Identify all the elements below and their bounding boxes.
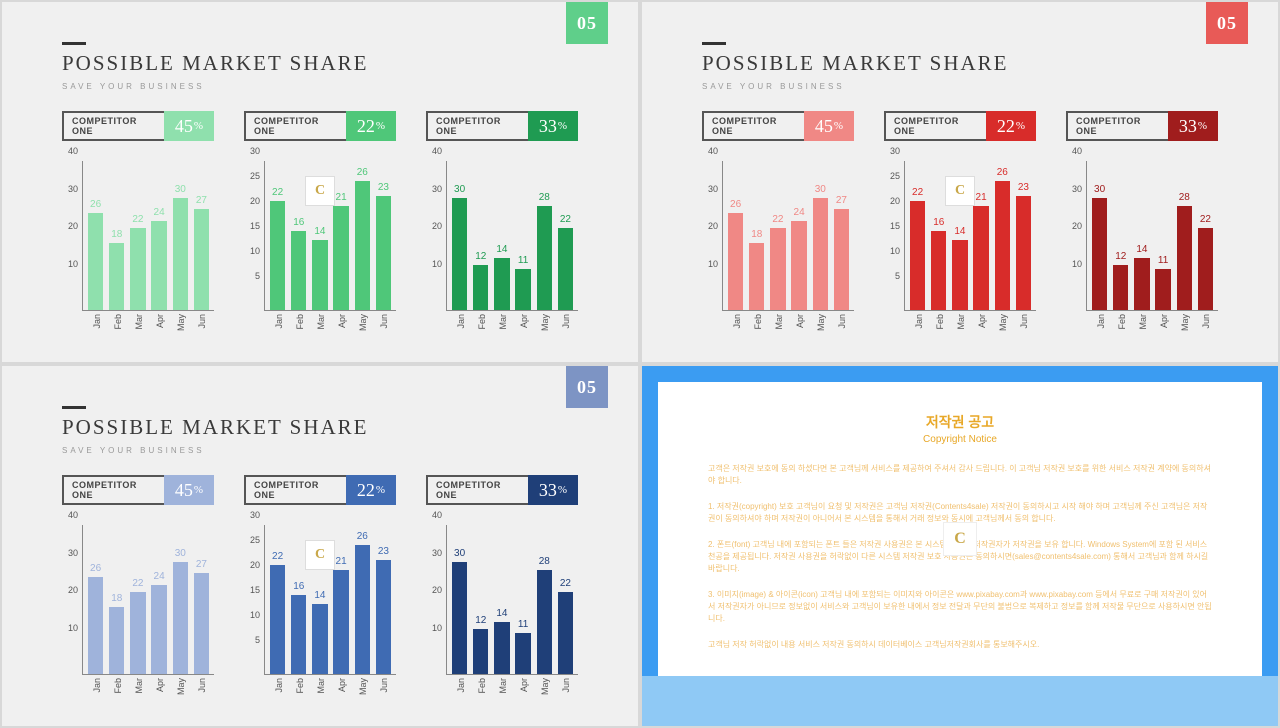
page-badge: 05 xyxy=(566,2,608,44)
competitor-header: COMPETITOR ONE 22% xyxy=(884,111,1036,141)
chart-group-0: COMPETITOR ONE 45% 10203040 26 Jan 18 Fe… xyxy=(62,475,214,675)
percentage-badge: 45% xyxy=(804,111,854,141)
copyright-title: 저작권 공고 xyxy=(708,412,1212,432)
chart-group-2: COMPETITOR ONE 33% 10203040 30 Jan 12 Fe… xyxy=(1066,111,1218,311)
competitor-label: COMPETITOR ONE xyxy=(702,111,806,141)
watermark: C xyxy=(945,176,975,206)
copyright-subtitle: Copyright Notice xyxy=(708,434,1212,445)
percentage-badge: 45% xyxy=(164,111,214,141)
percentage-badge: 33% xyxy=(528,111,578,141)
competitor-header: COMPETITOR ONE 33% xyxy=(1066,111,1218,141)
slide-blue: 05 POSSIBLE MARKET SHARE SAVE YOUR BUSIN… xyxy=(2,366,638,726)
chart-group-0: COMPETITOR ONE 45% 10203040 26 Jan 18 Fe… xyxy=(702,111,854,311)
slide-title: POSSIBLE MARKET SHARE xyxy=(702,51,1218,76)
watermark: C xyxy=(305,540,335,570)
chart-group-2: COMPETITOR ONE 33% 10203040 30 Jan 12 Fe… xyxy=(426,475,578,675)
slide-red: 05 POSSIBLE MARKET SHARE SAVE YOUR BUSIN… xyxy=(642,2,1278,362)
competitor-header: COMPETITOR ONE 22% xyxy=(244,475,396,505)
chart-group-1: C COMPETITOR ONE 22% 51015202530 22 Jan … xyxy=(244,111,396,311)
title-block: POSSIBLE MARKET SHARE SAVE YOUR BUSINESS xyxy=(702,42,1218,91)
watermark: C xyxy=(943,522,977,556)
title-block: POSSIBLE MARKET SHARE SAVE YOUR BUSINESS xyxy=(62,42,578,91)
competitor-label: COMPETITOR ONE xyxy=(426,111,530,141)
competitor-header: COMPETITOR ONE 33% xyxy=(426,111,578,141)
competitor-label: COMPETITOR ONE xyxy=(62,475,166,505)
slide-subtitle: SAVE YOUR BUSINESS xyxy=(62,446,578,455)
percentage-badge: 33% xyxy=(1168,111,1218,141)
percentage-badge: 45% xyxy=(164,475,214,505)
percentage-badge: 33% xyxy=(528,475,578,505)
competitor-header: COMPETITOR ONE 22% xyxy=(244,111,396,141)
competitor-label: COMPETITOR ONE xyxy=(62,111,166,141)
chart-group-1: C COMPETITOR ONE 22% 51015202530 22 Jan … xyxy=(884,111,1036,311)
copyright-paragraph: 1. 저작권(copyright) 보호 고객님이 요청 및 저작권은 고객님 … xyxy=(708,501,1212,525)
slide-green: 05 POSSIBLE MARKET SHARE SAVE YOUR BUSIN… xyxy=(2,2,638,362)
competitor-header: COMPETITOR ONE 33% xyxy=(426,475,578,505)
slide-title: POSSIBLE MARKET SHARE xyxy=(62,51,578,76)
page-badge: 05 xyxy=(1206,2,1248,44)
watermark: C xyxy=(305,176,335,206)
competitor-label: COMPETITOR ONE xyxy=(244,475,348,505)
competitor-header: COMPETITOR ONE 45% xyxy=(62,111,214,141)
copyright-paragraph: 3. 이미지(image) & 아이콘(icon) 고객님 내에 포함되는 이미… xyxy=(708,589,1212,625)
percentage-badge: 22% xyxy=(986,111,1036,141)
competitor-label: COMPETITOR ONE xyxy=(884,111,988,141)
slide-copyright: 저작권 공고 Copyright Notice 고객은 저작권 보호에 동의 하… xyxy=(642,366,1278,726)
slide-subtitle: SAVE YOUR BUSINESS xyxy=(62,82,578,91)
competitor-header: COMPETITOR ONE 45% xyxy=(62,475,214,505)
chart-group-2: COMPETITOR ONE 33% 10203040 30 Jan 12 Fe… xyxy=(426,111,578,311)
copyright-paragraph: 고객님 저작 허락없이 내용 서비스 저작권 동의하시 데이터베이스 고객님저작… xyxy=(708,639,1212,651)
competitor-label: COMPETITOR ONE xyxy=(426,475,530,505)
competitor-header: COMPETITOR ONE 45% xyxy=(702,111,854,141)
page-badge: 05 xyxy=(566,366,608,408)
competitor-label: COMPETITOR ONE xyxy=(1066,111,1170,141)
percentage-badge: 22% xyxy=(346,111,396,141)
percentage-badge: 22% xyxy=(346,475,396,505)
slide-title: POSSIBLE MARKET SHARE xyxy=(62,415,578,440)
copyright-paragraph: 고객은 저작권 보호에 동의 하셨다면 본 고객님께 서비스를 제공하여 주셔서… xyxy=(708,463,1212,487)
chart-group-0: COMPETITOR ONE 45% 10203040 26 Jan 18 Fe… xyxy=(62,111,214,311)
title-block: POSSIBLE MARKET SHARE SAVE YOUR BUSINESS xyxy=(62,406,578,455)
slide-subtitle: SAVE YOUR BUSINESS xyxy=(702,82,1218,91)
chart-group-1: C COMPETITOR ONE 22% 51015202530 22 Jan … xyxy=(244,475,396,675)
competitor-label: COMPETITOR ONE xyxy=(244,111,348,141)
